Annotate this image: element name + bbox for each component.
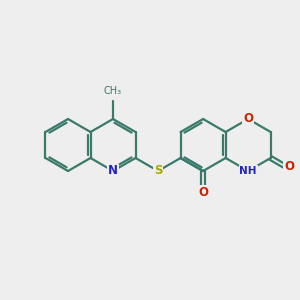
- Text: CH₃: CH₃: [104, 86, 122, 96]
- Text: O: O: [198, 185, 208, 199]
- Text: O: O: [243, 112, 253, 125]
- Text: N: N: [108, 164, 118, 178]
- Text: O: O: [284, 160, 294, 173]
- Text: NH: NH: [239, 166, 257, 176]
- Text: S: S: [154, 164, 162, 178]
